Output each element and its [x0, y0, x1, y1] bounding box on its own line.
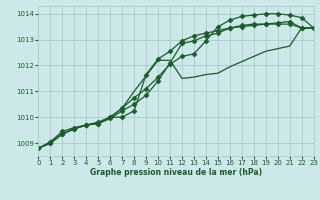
X-axis label: Graphe pression niveau de la mer (hPa): Graphe pression niveau de la mer (hPa): [90, 168, 262, 177]
